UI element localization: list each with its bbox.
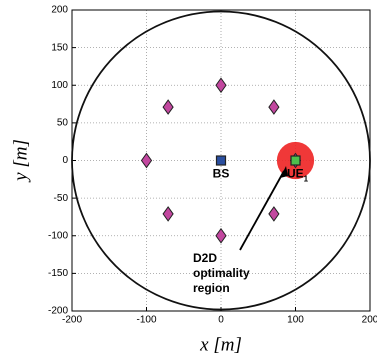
x-tick-label: -200 xyxy=(62,315,82,326)
y-tick-label: -200 xyxy=(48,306,68,317)
annotation-arrowhead xyxy=(280,166,288,178)
square-marker xyxy=(215,155,227,166)
x-tick-label: -100 xyxy=(136,315,156,326)
point-label: UE1 xyxy=(287,167,309,184)
point-label-text: BS xyxy=(213,167,230,181)
y-tick-label: 0 xyxy=(62,155,68,166)
diamond-marker xyxy=(215,77,227,94)
diamond-marker xyxy=(215,227,227,244)
y-tick-label: -50 xyxy=(54,193,69,204)
x-tick-label: 200 xyxy=(362,315,377,326)
point-label: BS xyxy=(213,167,230,181)
diamond-marker xyxy=(162,99,174,115)
y-axis-label: y [m] xyxy=(10,139,31,183)
annotation-arrow xyxy=(239,170,285,251)
point-label-text: UE xyxy=(287,167,304,181)
y-tick-label: 150 xyxy=(51,42,68,53)
y-tick-label: -100 xyxy=(48,230,68,241)
diamond-marker xyxy=(268,99,280,115)
y-tick-label: 100 xyxy=(51,80,68,91)
x-tick-label: 0 xyxy=(218,315,224,326)
x-axis-label: x [m] xyxy=(199,334,242,355)
y-tick-label: 50 xyxy=(57,118,69,129)
cell-boundary xyxy=(71,10,371,311)
diamond-marker xyxy=(268,206,280,222)
y-tick-label: -150 xyxy=(48,268,68,279)
square-marker xyxy=(290,155,301,166)
point-label-subscript: 1 xyxy=(304,175,309,184)
y-tick-label: 200 xyxy=(51,5,68,16)
region-annotation: D2D xyxy=(193,251,217,265)
region-annotation: region xyxy=(193,281,230,295)
x-tick-label: 100 xyxy=(287,315,304,326)
diamond-marker xyxy=(162,206,174,222)
region-annotation: optimality xyxy=(193,266,250,280)
diamond-marker xyxy=(140,152,153,169)
